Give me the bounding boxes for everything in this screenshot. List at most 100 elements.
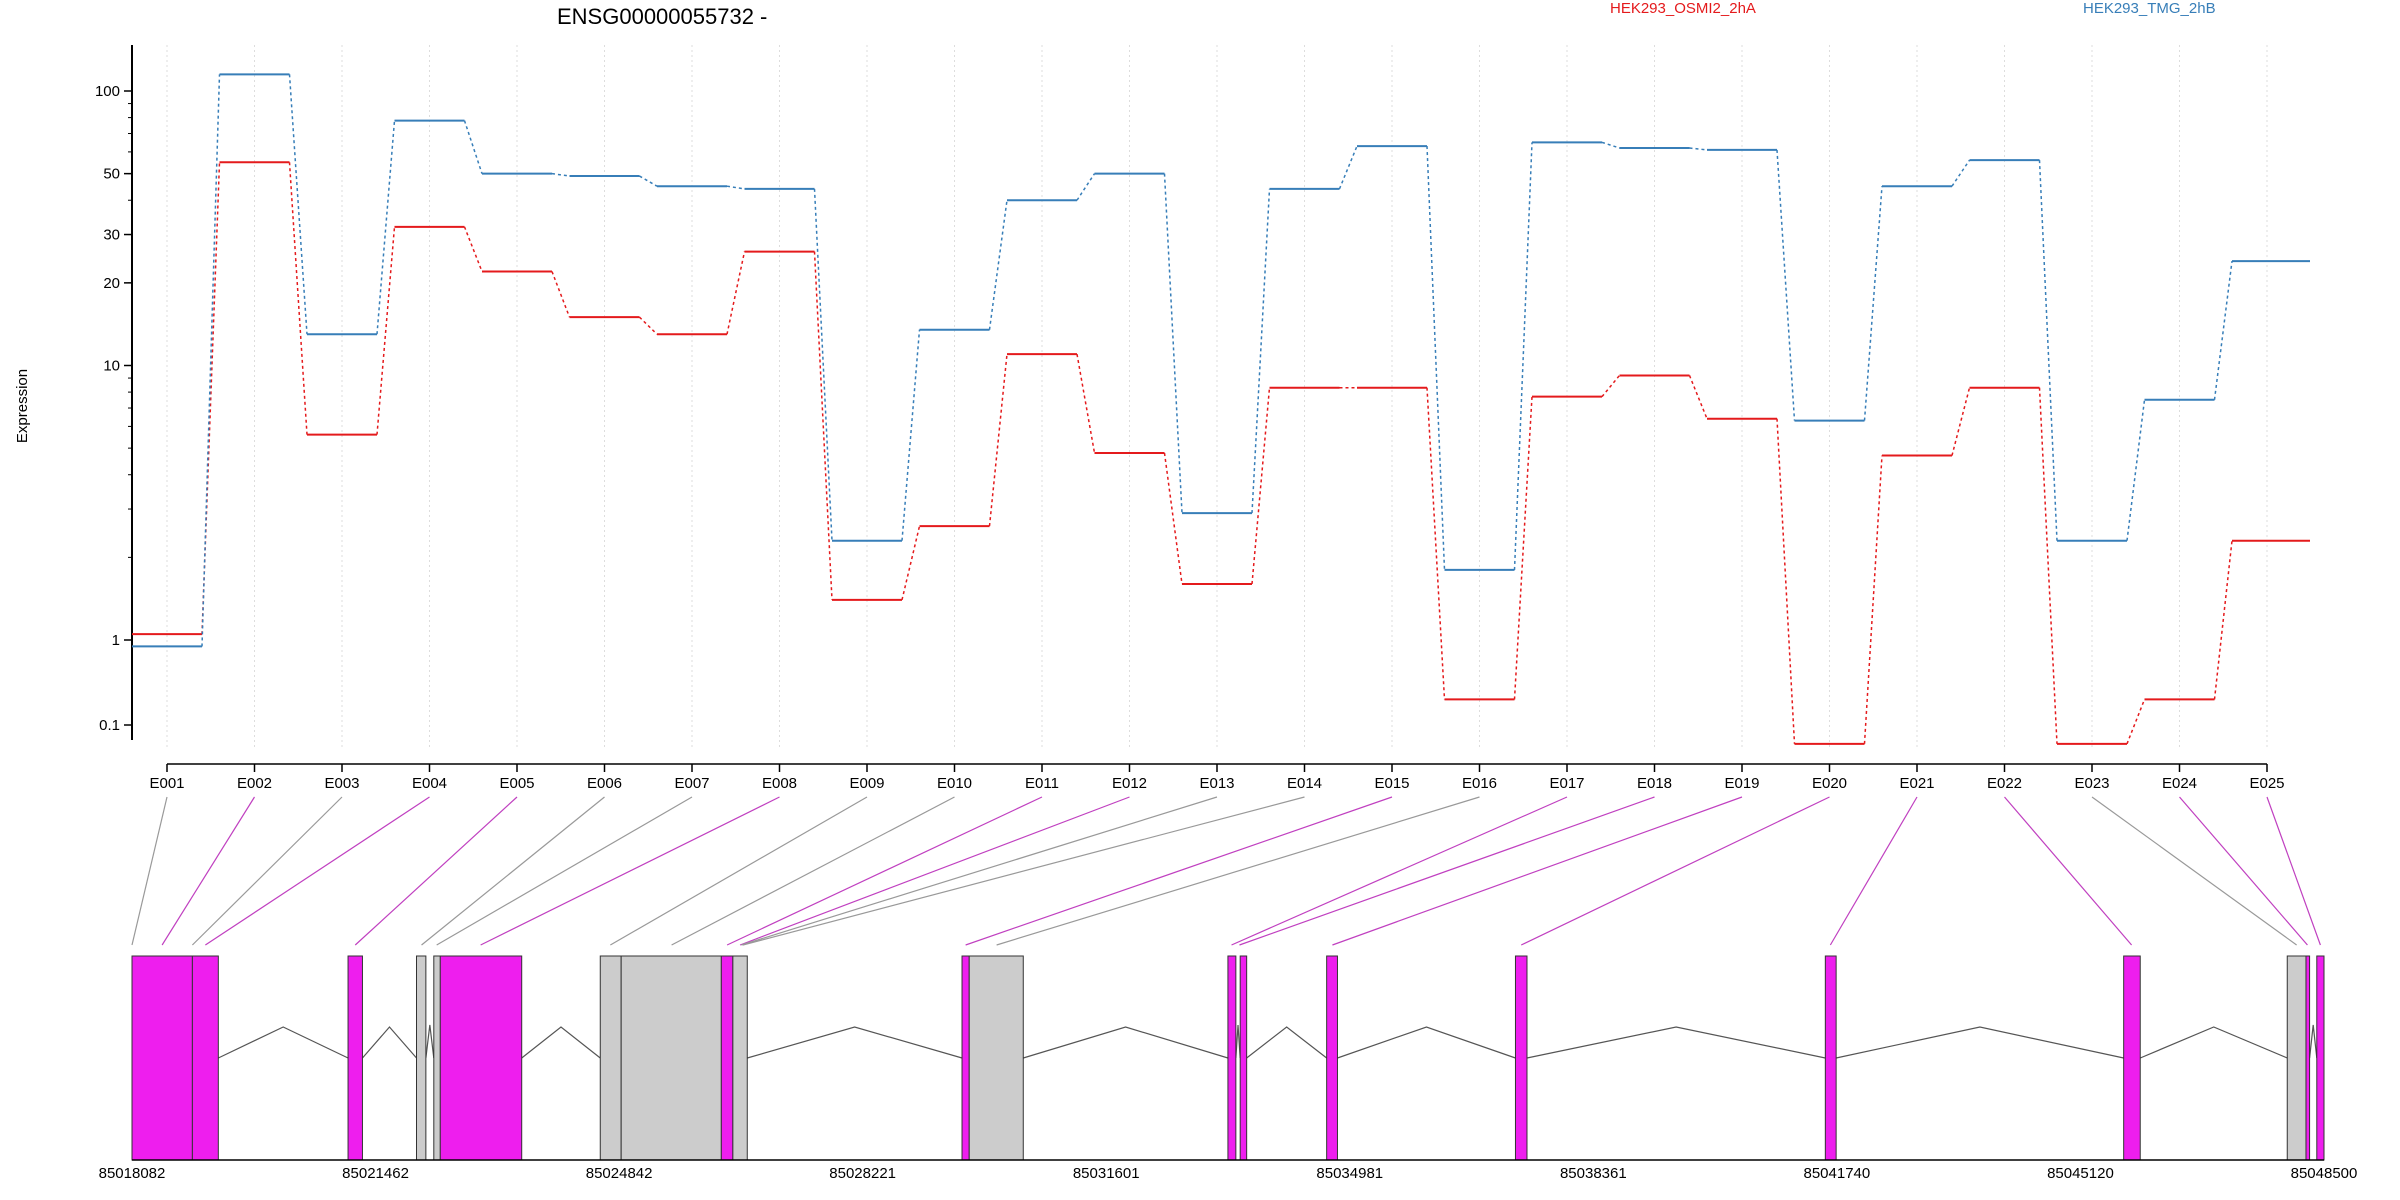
exon-link-line bbox=[480, 796, 780, 946]
intron-line bbox=[1526, 1026, 1826, 1059]
series-connector bbox=[2038, 387, 2058, 744]
series-connector bbox=[1426, 146, 1446, 570]
intron-line bbox=[1337, 1026, 1516, 1059]
coord-tick-label: 85041740 bbox=[1804, 1165, 1871, 1182]
exon-block bbox=[1514, 955, 1528, 1161]
coord-tick-label: 85034981 bbox=[1316, 1165, 1383, 1182]
exon-link-line bbox=[131, 796, 168, 946]
intron-line bbox=[747, 1026, 963, 1059]
exon-link-line bbox=[161, 796, 256, 946]
chart-title: ENSG00000055732 - bbox=[557, 4, 767, 29]
series-connector bbox=[1951, 387, 1971, 456]
coord-tick-label: 85018082 bbox=[99, 1165, 166, 1182]
x-tick-label: E003 bbox=[324, 775, 359, 792]
x-tick-label: E007 bbox=[674, 775, 709, 792]
x-tick-label: E016 bbox=[1462, 775, 1497, 792]
series-connector bbox=[551, 271, 571, 318]
series-connector bbox=[551, 172, 570, 177]
series-connector bbox=[1163, 452, 1183, 585]
x-tick-label: E006 bbox=[587, 775, 622, 792]
y-tick-label: 10 bbox=[103, 358, 120, 375]
x-tick-label: E022 bbox=[1987, 775, 2022, 792]
coord-tick-label: 85028221 bbox=[829, 1165, 896, 1182]
intron-line bbox=[1246, 1026, 1328, 1059]
y-tick-label: 100 bbox=[95, 83, 120, 100]
exon-link-line bbox=[739, 796, 1130, 946]
exon-block bbox=[191, 955, 219, 1161]
series-connector bbox=[463, 226, 483, 272]
exon-link-line bbox=[1239, 796, 1655, 946]
x-tick-label: E023 bbox=[2074, 775, 2109, 792]
x-tick-label: E009 bbox=[849, 775, 884, 792]
series-connector bbox=[2126, 699, 2146, 745]
x-tick-label: E017 bbox=[1549, 775, 1584, 792]
exon-block bbox=[416, 955, 427, 1161]
exon-block bbox=[439, 955, 523, 1161]
intron-line bbox=[425, 1024, 435, 1059]
intron-line bbox=[1235, 1024, 1241, 1059]
y-tick-label: 1 bbox=[112, 632, 120, 649]
series-connector bbox=[988, 354, 1008, 527]
series-connector bbox=[1076, 354, 1096, 454]
intron-line bbox=[1023, 1026, 1229, 1059]
exon-link-line bbox=[726, 796, 1043, 946]
exon-link-line bbox=[671, 796, 955, 946]
x-tick-label: E010 bbox=[937, 775, 972, 792]
series-connector bbox=[1251, 188, 1271, 514]
exon-block bbox=[968, 955, 1024, 1161]
exon-link-line bbox=[742, 796, 1305, 946]
gene-model bbox=[131, 955, 2325, 1161]
series-connector bbox=[1863, 455, 1883, 744]
x-tick-label: E024 bbox=[2162, 775, 2197, 792]
series-connector bbox=[2213, 261, 2233, 400]
series-connector bbox=[639, 175, 658, 187]
series-connector bbox=[813, 188, 833, 541]
genomic-coordinate-axis: 85018082 85021462 85024842 85028221 85031601… bbox=[99, 1159, 2358, 1182]
series-connector bbox=[1513, 142, 1533, 570]
exon-link-line bbox=[610, 796, 868, 946]
coord-tick-label: 85038361 bbox=[1560, 1165, 1627, 1182]
series-connector bbox=[1426, 387, 1446, 700]
series-connector bbox=[2038, 160, 2058, 541]
exon-connector-lines bbox=[131, 796, 2321, 946]
exon-link-line bbox=[741, 796, 1218, 946]
exon-block bbox=[1824, 955, 1837, 1161]
series-connector bbox=[201, 162, 221, 635]
exon-block bbox=[1239, 955, 1248, 1161]
intron-line bbox=[1836, 1026, 2124, 1059]
series-connector bbox=[1601, 374, 1621, 398]
exon-link-line bbox=[191, 796, 343, 946]
exon-link-line bbox=[1520, 796, 1830, 946]
series-connector bbox=[2213, 540, 2233, 700]
series-connector bbox=[901, 525, 921, 601]
exon-block bbox=[2286, 955, 2307, 1161]
exon-link-line bbox=[354, 796, 518, 946]
x-tick-label: E008 bbox=[762, 775, 797, 792]
series-connector bbox=[1863, 186, 1883, 421]
series-connector bbox=[1513, 396, 1533, 700]
exon-block bbox=[720, 955, 734, 1161]
x-tick-label: E015 bbox=[1374, 775, 1409, 792]
exon-block bbox=[347, 955, 363, 1161]
series-connector bbox=[1776, 418, 1796, 744]
exon-link-line bbox=[2004, 796, 2133, 946]
legend-entry-osmi2: HEK293_OSMI2_2hA bbox=[1610, 0, 1756, 17]
intron-line bbox=[362, 1026, 417, 1059]
exon-link-line bbox=[1231, 796, 1568, 946]
y-tick-label: 20 bbox=[103, 275, 120, 292]
coord-tick-label: 85031601 bbox=[1073, 1165, 1140, 1182]
x-tick-label: E014 bbox=[1287, 775, 1322, 792]
x-tick-label: E018 bbox=[1637, 775, 1672, 792]
y-axis-label: Expression bbox=[14, 369, 31, 443]
series-connector bbox=[1689, 147, 1708, 151]
exon-link-line bbox=[2091, 796, 2297, 946]
series-connector bbox=[2126, 399, 2146, 541]
series-connector bbox=[1076, 173, 1096, 201]
series-connector bbox=[726, 185, 745, 190]
coord-tick-label: 85048500 bbox=[2291, 1165, 2358, 1182]
exon-block bbox=[1227, 955, 1237, 1161]
exon-block bbox=[961, 955, 970, 1161]
series-connector bbox=[1601, 141, 1620, 149]
x-tick-label: E001 bbox=[149, 775, 184, 792]
series-lines bbox=[132, 73, 2310, 745]
